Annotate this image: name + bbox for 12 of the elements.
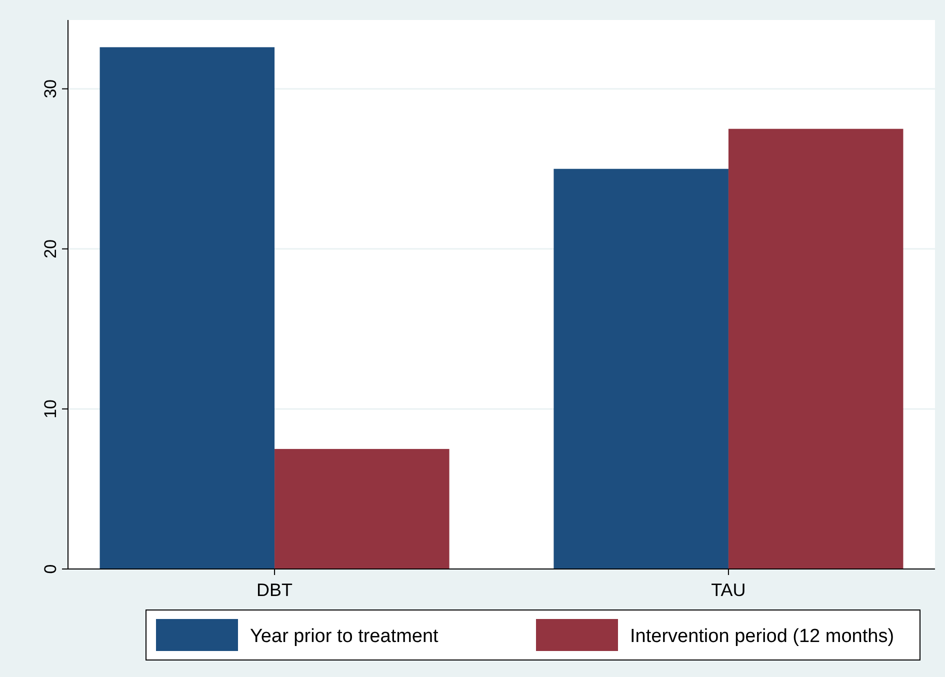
bar bbox=[274, 448, 450, 569]
bar bbox=[728, 128, 904, 569]
y-tick-label: 0 bbox=[41, 564, 60, 574]
x-tick-label: TAU bbox=[711, 580, 746, 600]
legend-label: Year prior to treatment bbox=[250, 626, 440, 647]
legend-label: Intervention period (12 months) bbox=[630, 626, 894, 647]
bar bbox=[100, 47, 275, 569]
y-tick-label: 30 bbox=[41, 79, 60, 98]
bar bbox=[554, 168, 728, 569]
y-tick-label: 10 bbox=[41, 399, 60, 418]
x-tick-label: DBT bbox=[256, 580, 293, 600]
y-tick-label: 20 bbox=[41, 239, 60, 258]
